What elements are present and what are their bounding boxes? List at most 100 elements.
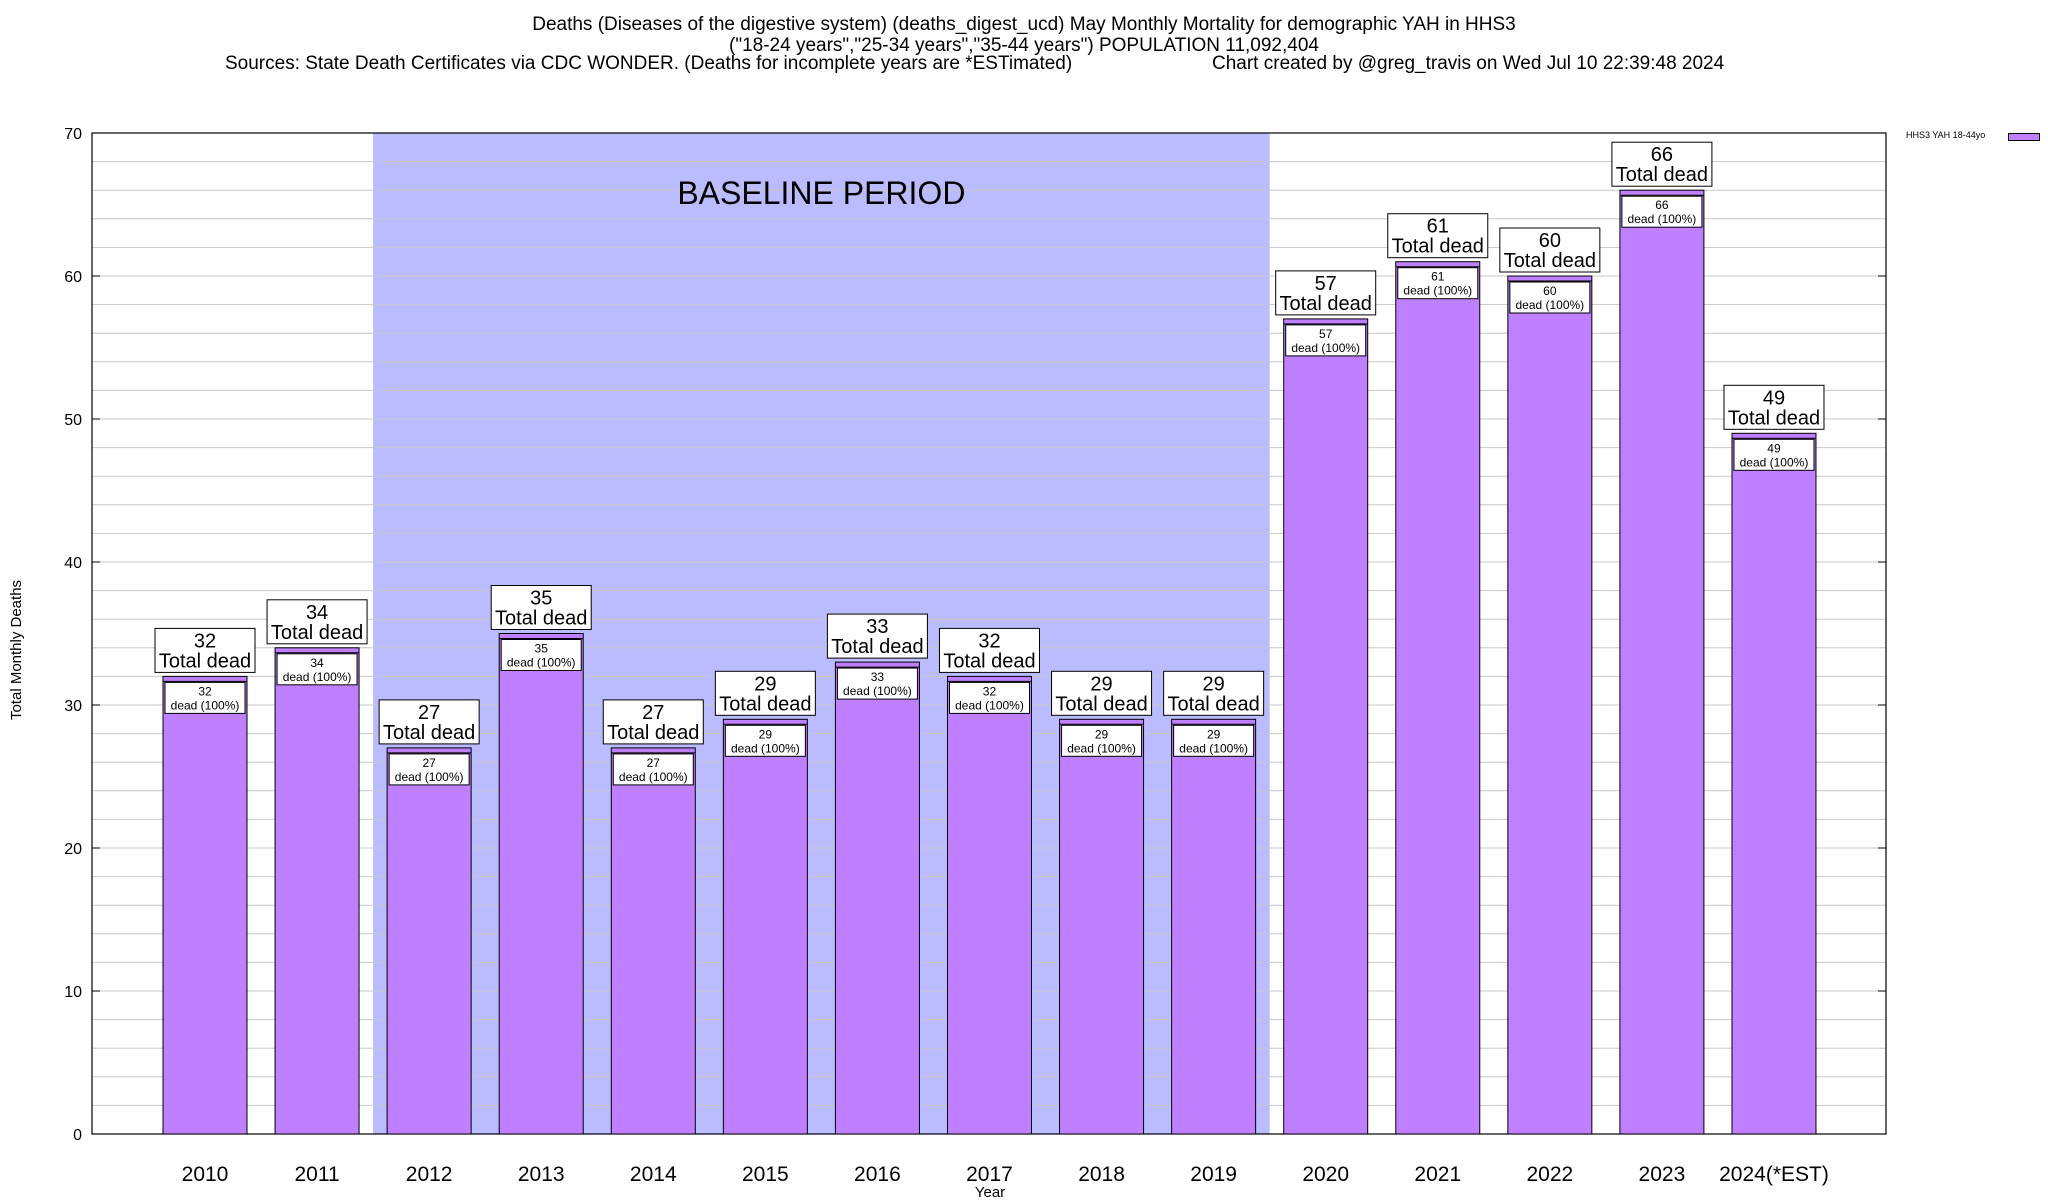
bar-inner-label-box: [1061, 724, 1143, 757]
bar-inner-label: dead (100%): [1067, 741, 1136, 755]
y-tick-label: 10: [64, 984, 82, 1001]
bar-inner-value: 29: [759, 727, 773, 741]
bar-inner-label: dead (100%): [1515, 298, 1584, 312]
bar-total-value: 61: [1427, 216, 1449, 238]
bar-inner-label: dead (100%): [283, 670, 352, 684]
bar-total-value: 34: [306, 602, 328, 624]
bar-total-label-box: [490, 585, 592, 630]
bar-inner-label-box: [612, 753, 694, 786]
bar-inner-label-box: [164, 681, 246, 714]
bar-inner-label-box: [1621, 195, 1703, 228]
legend-label: HHS3 YAH 18-44yo: [1906, 130, 1986, 140]
bar-total-value: 29: [754, 673, 776, 695]
bar-inner-value: 61: [1431, 270, 1445, 284]
x-tick-label: 2023: [1639, 1163, 1686, 1186]
bar-inner-value: 27: [647, 756, 661, 770]
bar-total-label: Total dead: [831, 636, 923, 658]
chart-title: Deaths (Diseases of the digestive system…: [532, 14, 1516, 35]
bar-inner-value: 57: [1319, 327, 1333, 341]
bar: [610, 747, 696, 1135]
chart-sources: Sources: State Death Certificates via CD…: [225, 53, 1073, 74]
bar-inner-label-box: [388, 753, 470, 786]
baseline-period-label: BASELINE PERIOD: [677, 175, 965, 211]
bar-total-label-box: [1387, 213, 1489, 259]
x-tick-label: 2022: [1526, 1163, 1573, 1186]
bar-total-value: 66: [1651, 144, 1673, 166]
bar-inner-value: 32: [198, 684, 212, 698]
x-tick-label: 2018: [1078, 1163, 1125, 1186]
bar-total-label-box: [266, 599, 368, 645]
chart-title-block: Deaths (Diseases of the digestive system…: [0, 14, 2048, 56]
chart-credit: Chart created by @greg_travis on Wed Jul…: [1212, 53, 1725, 74]
x-axis-title: Year: [975, 1184, 1005, 1200]
bar-inner-value: 34: [310, 656, 324, 670]
bar: [722, 718, 808, 1135]
bar-total-label: Total dead: [1280, 293, 1372, 315]
bar-inner-value: 60: [1543, 284, 1557, 298]
bar-total-label-box: [602, 699, 704, 745]
bar-inner-label: dead (100%): [619, 770, 688, 784]
bar-inner-value: 35: [535, 642, 549, 656]
bar-total-value: 27: [642, 702, 664, 724]
bar-total-label-box: [714, 670, 816, 716]
y-axis-title: Total Monthly Deaths: [8, 580, 25, 720]
bar: [386, 747, 472, 1135]
bar-total-label: Total dead: [1728, 407, 1820, 429]
bar-inner-value: 27: [422, 756, 436, 770]
bar-inner-label-box: [1733, 438, 1815, 471]
bar-inner-value: 29: [1095, 727, 1109, 741]
x-tick-label: 2012: [406, 1163, 453, 1186]
bar: [1171, 718, 1257, 1135]
bar-total-label-box: [1611, 141, 1713, 187]
bar-total-label-box: [1275, 270, 1377, 316]
bar-total-value: 29: [1203, 673, 1225, 695]
bar: [162, 675, 248, 1135]
bar-total-value: 33: [866, 616, 888, 638]
bar: [1059, 718, 1145, 1135]
bar-inner-label: dead (100%): [1291, 341, 1360, 355]
bar-total-label-box: [1051, 670, 1153, 716]
x-tick-label: 2024(*EST): [1719, 1163, 1829, 1186]
legend-swatch: [2008, 133, 2040, 141]
bar-total-label-box: [154, 627, 256, 673]
bar: [498, 633, 584, 1135]
bar-inner-label: dead (100%): [395, 770, 464, 784]
bar-inner-label-box: [276, 653, 358, 686]
bar: [1283, 318, 1369, 1135]
bar-total-label: Total dead: [1055, 693, 1147, 715]
bar-inner-label: dead (100%): [1403, 284, 1472, 298]
bar-total-value: 49: [1763, 387, 1785, 409]
bar: [834, 661, 920, 1135]
bar-total-label: Total dead: [1167, 693, 1259, 715]
y-tick-label: 40: [64, 555, 82, 572]
x-tick-label: 2014: [630, 1163, 677, 1186]
x-tick-label: 2020: [1302, 1163, 1349, 1186]
bar-inner-label-box: [724, 724, 806, 757]
bar-inner-value: 29: [1207, 727, 1221, 741]
chart-subtitle: ("18-24 years","25-34 years","35-44 year…: [729, 35, 1319, 56]
bar-inner-label: dead (100%): [1628, 212, 1697, 226]
bar-total-label-box: [826, 613, 928, 659]
bar-total-label: Total dead: [1504, 250, 1596, 272]
bar-total-value: 60: [1539, 230, 1561, 252]
x-tick-label: 2010: [182, 1163, 229, 1186]
bar-inner-label: dead (100%): [1740, 455, 1809, 469]
x-tick-label: 2013: [518, 1163, 565, 1186]
bar: [946, 675, 1032, 1135]
bar-inner-value: 66: [1655, 198, 1669, 212]
bar-inner-value: 49: [1767, 441, 1781, 455]
bar-total-label-box: [378, 699, 480, 745]
bar-total-label: Total dead: [1616, 164, 1708, 186]
bar-total-label: Total dead: [607, 722, 699, 744]
bar-inner-label: dead (100%): [843, 684, 912, 698]
bar-total-label: Total dead: [943, 650, 1035, 672]
bar-total-value: 35: [530, 588, 552, 610]
x-tick-label: 2016: [854, 1163, 901, 1186]
x-tick-label: 2011: [294, 1163, 339, 1186]
bar-inner-label: dead (100%): [731, 741, 800, 755]
bar-inner-label: dead (100%): [1179, 741, 1248, 755]
bar-total-value: 29: [1090, 673, 1112, 695]
bar: [1507, 275, 1593, 1135]
bar-inner-label-box: [1509, 281, 1591, 314]
